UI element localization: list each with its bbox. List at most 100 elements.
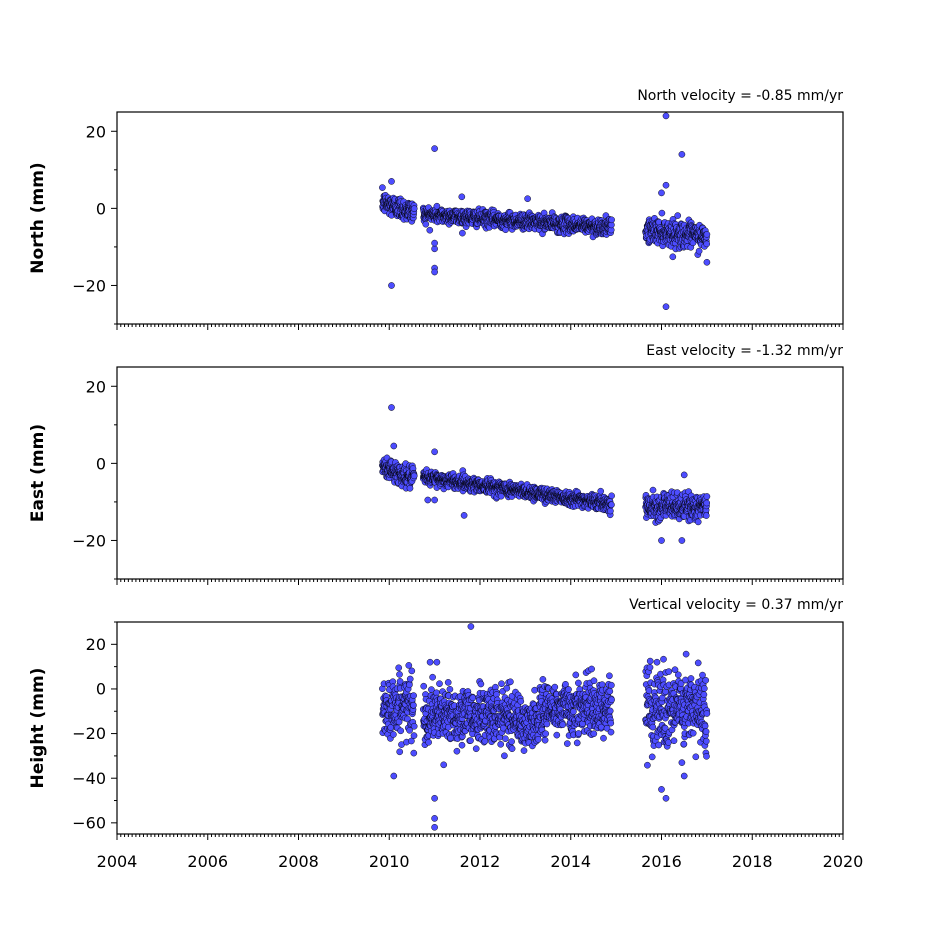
data-point: [469, 694, 477, 702]
data-point: [410, 472, 418, 480]
vertical-velocity-title: Vertical velocity = 0.37 mm/yr: [629, 597, 843, 613]
data-point: [649, 486, 657, 494]
data-point: [539, 676, 547, 683]
data-point: [701, 722, 709, 730]
height-plot-area: [111, 621, 844, 840]
data-point: [702, 512, 710, 519]
data-point: [689, 729, 697, 737]
xtick-label: 2016: [641, 852, 682, 871]
data-point: [674, 671, 682, 679]
data-point: [600, 734, 607, 742]
data-point: [503, 684, 511, 692]
data-point: [460, 512, 468, 519]
data-point: [658, 537, 665, 544]
data-point: [607, 719, 615, 727]
data-point: [703, 493, 711, 500]
panel-height: Vertical velocity = 0.37 mm/yr Height (m…: [28, 597, 863, 871]
data-point: [644, 761, 651, 769]
north-ytick-label: 0: [96, 200, 106, 219]
height-ytick-label: 0: [96, 680, 106, 699]
data-point: [410, 749, 418, 757]
height-ytick-label: −20: [72, 724, 106, 743]
data-point: [425, 738, 432, 746]
data-point: [702, 737, 710, 745]
data-point: [648, 753, 656, 761]
xtick-label: 2004: [97, 852, 138, 871]
data-point: [410, 732, 418, 739]
xtick-label: 2006: [187, 852, 228, 871]
data-point: [607, 507, 614, 515]
data-point: [597, 487, 605, 495]
data-point: [534, 736, 542, 743]
data-point: [665, 668, 673, 675]
east-plot-area: [111, 366, 844, 585]
north-ylabel: North (mm): [28, 162, 48, 273]
data-point: [646, 664, 654, 671]
data-point: [703, 499, 711, 507]
north-ticks: [111, 130, 844, 330]
data-point: [678, 151, 686, 158]
data-point: [608, 696, 615, 704]
data-point: [472, 745, 480, 753]
data-point: [590, 730, 598, 738]
data-point: [692, 753, 700, 761]
data-point: [458, 741, 466, 749]
north-ytick-label: 20: [86, 123, 106, 142]
xtick-label: 2010: [369, 852, 410, 871]
north-plot-area: [111, 111, 844, 330]
north-points: [379, 112, 711, 311]
data-point: [588, 665, 595, 673]
data-point: [543, 720, 551, 728]
data-point: [406, 484, 414, 492]
height-ytick-label: −40: [72, 769, 106, 788]
height-yticks: 20 0 −20 −40 −60: [72, 635, 106, 833]
data-point: [440, 761, 448, 769]
data-point: [508, 745, 516, 753]
height-ylabel: Height (mm): [28, 668, 48, 789]
north-yticks: 20 0 −20: [72, 123, 106, 296]
data-point: [608, 681, 615, 689]
data-point: [379, 184, 386, 191]
data-point: [608, 216, 615, 224]
data-point: [467, 737, 474, 744]
data-point: [700, 685, 708, 692]
data-point: [517, 697, 525, 705]
data-point: [575, 730, 582, 737]
east-ytick-label: −20: [72, 532, 106, 551]
data-point: [477, 680, 485, 688]
data-point: [406, 675, 414, 683]
height-xticks: 2004 2006 2008 2010 2012 2014 2016 2018 …: [97, 852, 864, 871]
data-point: [658, 189, 665, 197]
east-ytick-label: 20: [86, 378, 106, 397]
data-point: [702, 676, 710, 684]
data-point: [646, 657, 654, 665]
data-point: [431, 245, 438, 253]
data-point: [606, 687, 614, 695]
north-velocity-title: North velocity = -0.85 mm/yr: [637, 88, 843, 104]
data-point: [598, 681, 606, 688]
data-point: [573, 739, 581, 747]
data-point: [541, 736, 549, 744]
data-point: [507, 678, 514, 686]
data-point: [431, 815, 438, 822]
data-point: [433, 658, 441, 666]
data-point: [497, 740, 505, 748]
data-point: [662, 112, 670, 120]
data-point: [508, 738, 515, 745]
data-point: [702, 728, 710, 735]
data-point: [703, 240, 711, 248]
data-point: [467, 623, 475, 630]
data-point: [431, 145, 438, 152]
data-point: [431, 794, 438, 802]
data-point: [433, 202, 441, 210]
data-point: [653, 658, 661, 666]
data-point: [447, 734, 454, 742]
data-point: [700, 691, 708, 698]
data-point: [524, 195, 531, 203]
data-point: [431, 496, 438, 504]
data-point: [559, 721, 567, 729]
data-point: [410, 722, 418, 730]
panel-north: North velocity = -0.85 mm/yr North (mm) …: [28, 88, 844, 330]
data-point: [431, 448, 438, 456]
